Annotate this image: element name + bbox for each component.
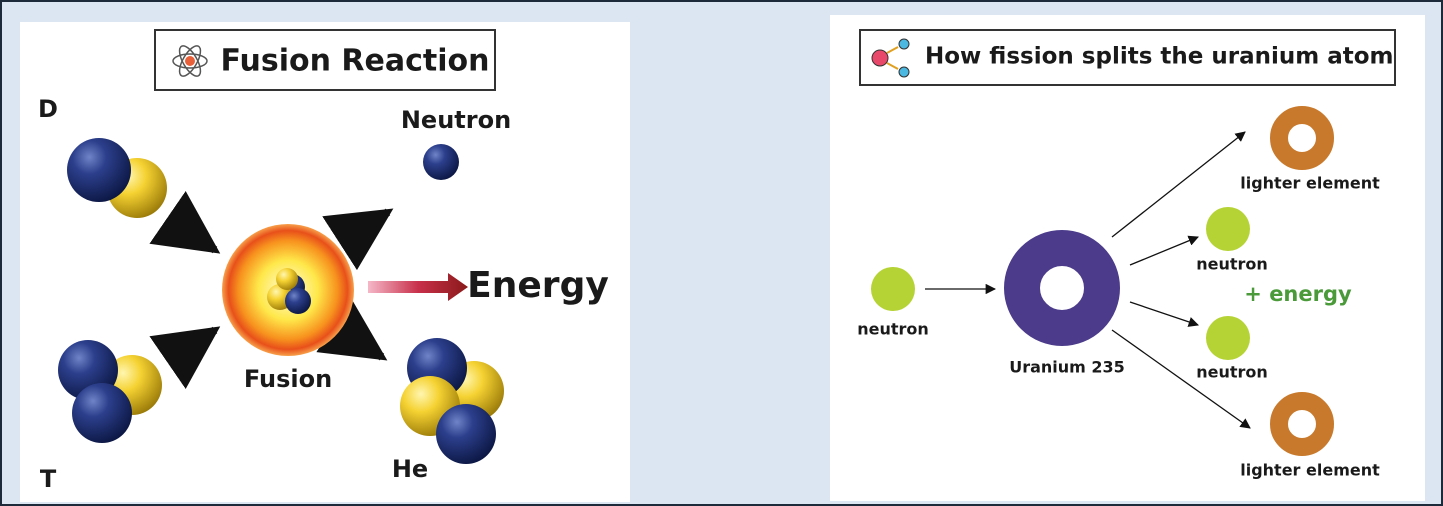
neutron-ball bbox=[423, 144, 459, 180]
label: Neutron bbox=[401, 106, 511, 134]
neutron-ball bbox=[67, 138, 131, 202]
node-label: lighter element bbox=[1240, 461, 1380, 480]
node-label: neutron bbox=[857, 320, 929, 339]
neutron-ball bbox=[436, 404, 496, 464]
label: Fusion bbox=[244, 365, 332, 393]
neutron-node bbox=[1206, 207, 1250, 251]
label: Energy bbox=[467, 265, 609, 306]
nucleus-ball bbox=[285, 288, 311, 314]
nucleus-ball bbox=[276, 268, 298, 290]
fission-panel: How fission splits the uranium atom neut… bbox=[830, 15, 1425, 501]
energy-label: + energy bbox=[1244, 282, 1352, 306]
node-label: Uranium 235 bbox=[1009, 358, 1125, 377]
node-label: neutron bbox=[1196, 363, 1268, 382]
node-label: lighter element bbox=[1240, 174, 1380, 193]
neutron-node bbox=[871, 267, 915, 311]
label: D bbox=[38, 95, 58, 123]
panel bbox=[830, 15, 1425, 501]
fusion-panel: Fusion Reaction D T Fusion Energy Neutro… bbox=[20, 22, 630, 502]
title: How fission splits the uranium atom bbox=[925, 44, 1394, 70]
label: He bbox=[392, 455, 428, 483]
title: Fusion Reaction bbox=[221, 44, 490, 79]
neutron-node bbox=[1206, 316, 1250, 360]
label: T bbox=[40, 465, 57, 493]
page: Fusion Reaction D T Fusion Energy Neutro… bbox=[0, 0, 1443, 506]
neutron-ball bbox=[72, 383, 132, 443]
node-label: neutron bbox=[1196, 255, 1268, 274]
